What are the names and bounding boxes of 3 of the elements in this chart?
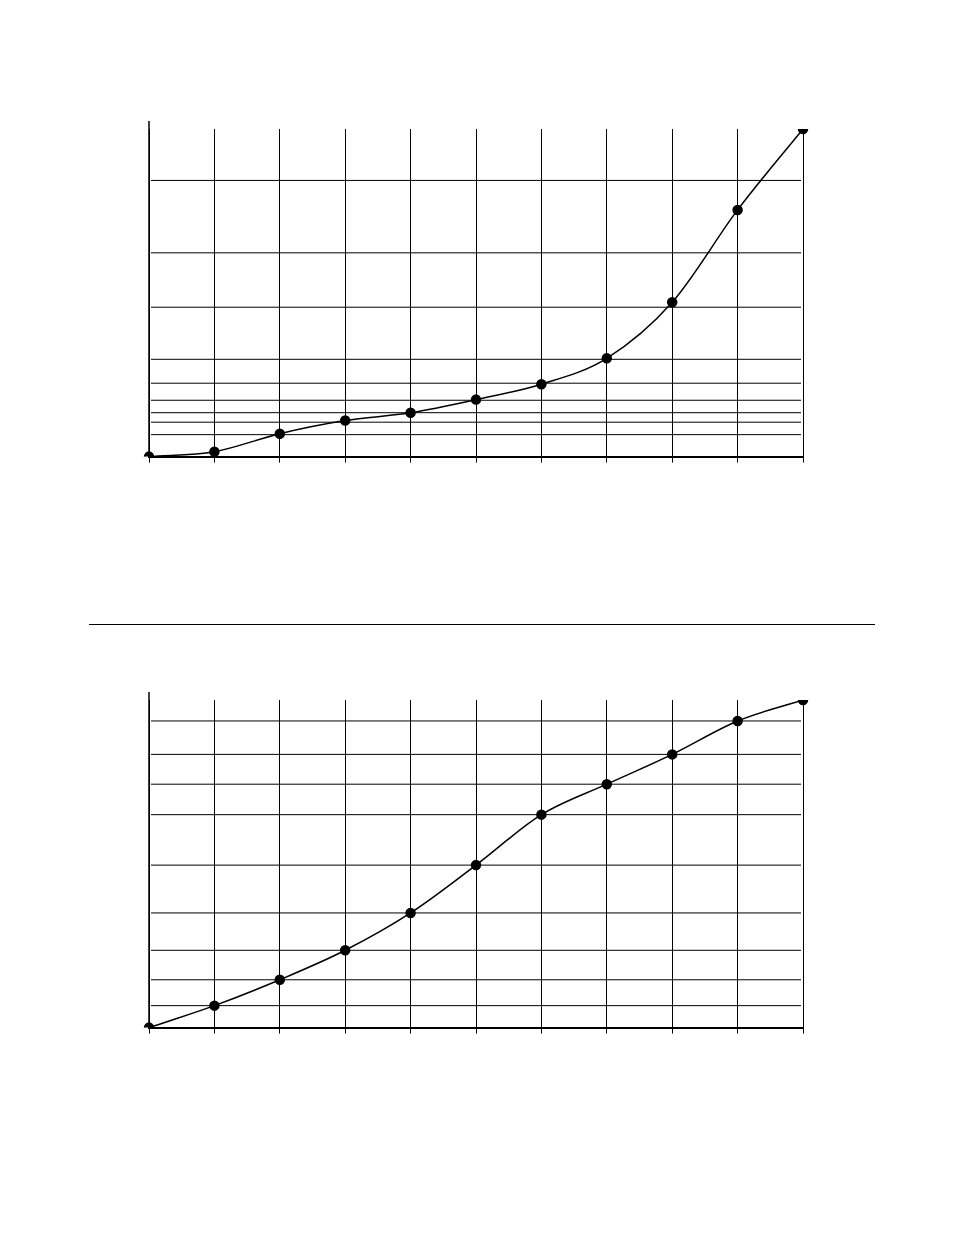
point	[732, 204, 743, 216]
point	[666, 297, 678, 308]
point	[209, 446, 220, 457]
